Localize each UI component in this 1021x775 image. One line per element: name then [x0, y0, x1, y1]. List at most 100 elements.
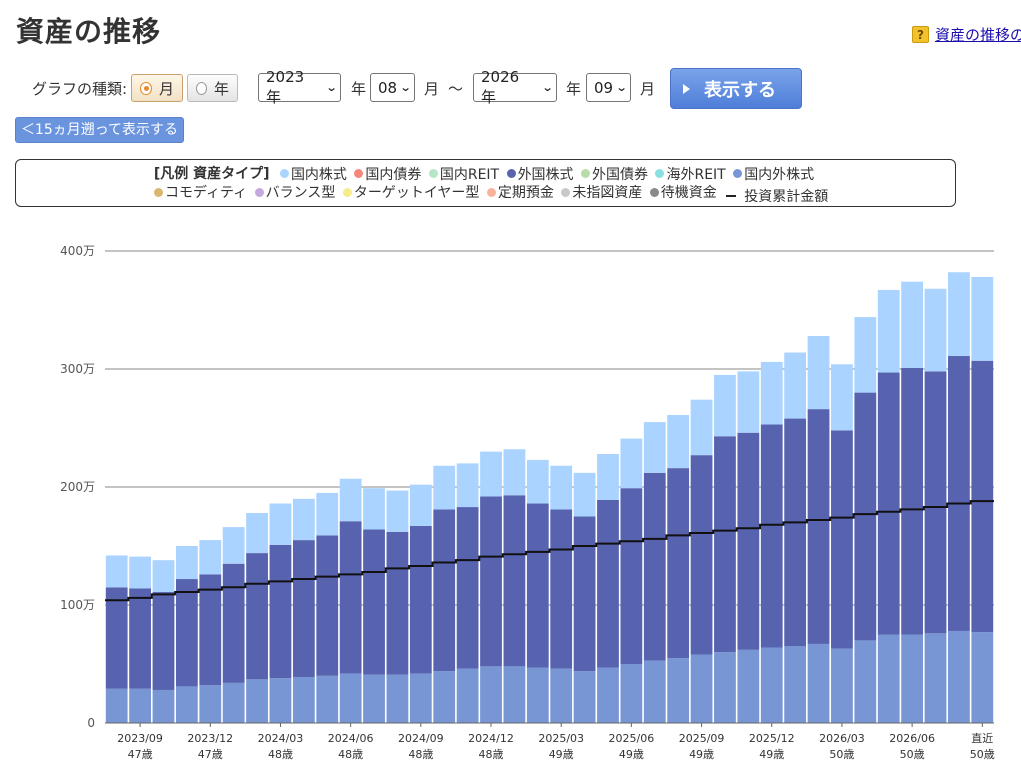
legend-title: [凡例 資産タイプ]: [153, 166, 270, 182]
bar-segment: [199, 574, 222, 686]
bar-segment: [409, 673, 432, 723]
bar-segment: [667, 468, 690, 659]
from-year-select[interactable]: 2023 年 ⌄: [258, 68, 341, 106]
show-button[interactable]: 表示する: [670, 68, 802, 109]
bar-segment: [339, 478, 362, 522]
legend-item: ターゲットイヤー型: [342, 182, 480, 202]
bar-segment: [690, 399, 713, 456]
bar-segment: [105, 688, 128, 723]
bar-segment: [503, 495, 526, 667]
x-tick-label: 2025/03: [538, 732, 584, 745]
to-month-value: 09: [594, 78, 614, 97]
bar-segment: [760, 361, 783, 425]
bar-segment: [784, 418, 807, 647]
bar-segment: [550, 465, 573, 510]
chevron-down-icon: ⌄: [541, 81, 554, 94]
legend-item: 外国債券: [581, 164, 648, 184]
radio-month[interactable]: 月: [131, 74, 183, 102]
bar-segment: [643, 422, 666, 473]
bar-segment: [222, 563, 245, 683]
bar-segment: [292, 676, 315, 723]
bar-segment: [433, 465, 456, 510]
bar-segment: [433, 509, 456, 672]
to-month-select[interactable]: 09 ⌄: [586, 73, 631, 102]
bar-segment: [152, 592, 175, 690]
help-link[interactable]: ? 資産の推移の: [912, 24, 1021, 45]
to-year-select[interactable]: 2026 年 ⌄: [473, 68, 557, 106]
bar-segment: [807, 335, 830, 410]
x-tick-label: 2025/12: [749, 732, 795, 745]
bar-segment: [363, 529, 385, 675]
x-tick-label: 2024/12: [468, 732, 514, 745]
bar-segment: [948, 272, 970, 357]
bar-segment: [550, 668, 573, 723]
radio-year[interactable]: 年: [187, 74, 238, 102]
legend-dot-icon: [354, 169, 364, 178]
back-15-months-button[interactable]: ＜15ヵ月遡って表示する: [15, 117, 184, 143]
show-button-label: 表示する: [704, 79, 776, 101]
bar-segment: [480, 666, 502, 723]
range-separator: ～: [448, 80, 464, 98]
year-suffix: 年: [566, 80, 582, 98]
bar-segment: [409, 484, 432, 526]
bar-segment: [222, 527, 245, 564]
y-tick-label: 200万: [60, 480, 95, 494]
legend-item: コモディティ: [154, 182, 247, 202]
x-tick-age-label: 48歳: [338, 748, 363, 761]
bar-segment: [854, 392, 877, 641]
x-tick-label: 2025/09: [679, 732, 725, 745]
bar-segment: [877, 372, 900, 635]
bar-segment: [924, 633, 947, 723]
bar-segment: [269, 544, 292, 679]
legend-dot-icon: [279, 169, 289, 178]
legend-item-label: 外国債券: [592, 166, 649, 183]
bar-segment: [784, 646, 807, 723]
bar-segment: [386, 490, 409, 532]
bar-segment: [152, 689, 175, 723]
bar-segment: [877, 289, 900, 373]
bar-segment: [246, 679, 268, 723]
x-tick-age-label: 47歳: [128, 748, 153, 761]
bar-segment: [175, 546, 198, 580]
bar-segment: [877, 634, 900, 723]
legend-row: [凡例 資産タイプ] 国内株式 国内債券 国内REIT 外国株式 外国債券 海外…: [16, 163, 955, 184]
from-year-value: 2023 年: [266, 68, 305, 106]
bar-segment: [316, 675, 339, 723]
bar-segment: [620, 488, 643, 664]
bar-segment: [199, 540, 222, 575]
bar-segment: [129, 688, 151, 723]
bar-segment: [597, 667, 619, 723]
help-link-text[interactable]: 資産の推移の: [935, 26, 1021, 44]
bar-segment: [831, 648, 853, 723]
x-tick-age-label: 49歳: [549, 748, 574, 761]
bar-segment: [737, 432, 760, 650]
from-month-select[interactable]: 08 ⌄: [370, 73, 415, 102]
legend-item-label: ターゲットイヤー型: [353, 185, 480, 201]
bar-segment: [737, 649, 760, 723]
legend-item-label: 待機資金: [660, 185, 717, 201]
bar-segment: [526, 503, 549, 668]
legend-item: 国内株式: [279, 164, 347, 184]
legend-item-label: バランス型: [265, 185, 336, 201]
bar-segment: [175, 686, 198, 723]
bar-segment: [924, 371, 947, 634]
legend-dot-icon: [506, 169, 516, 178]
bar-segment: [971, 276, 994, 361]
x-tick-label: 2026/03: [819, 732, 865, 745]
bar-segment: [901, 367, 924, 635]
bar-segment: [129, 556, 151, 589]
bar-segment: [386, 674, 409, 723]
chevron-down-icon: ⌄: [615, 81, 628, 94]
bar-segment: [597, 453, 619, 500]
bar-segment: [971, 632, 994, 723]
x-tick-age-label: 50歳: [829, 748, 854, 761]
legend-item-label: 国内REIT: [439, 166, 500, 183]
month-suffix: 月: [640, 80, 656, 98]
bar-segment: [292, 498, 315, 541]
legend-item-label: 外国株式: [517, 166, 574, 183]
to-year-value: 2026 年: [481, 68, 520, 106]
asset-trend-chart: 0 100万 200万 300万 400万 2023/09 47歳 2023/12 47歳 202…: [60, 244, 995, 761]
legend-dot-icon: [655, 169, 665, 178]
chevron-down-icon: ⌄: [325, 81, 338, 94]
legend-item: 国内REIT: [428, 164, 500, 184]
